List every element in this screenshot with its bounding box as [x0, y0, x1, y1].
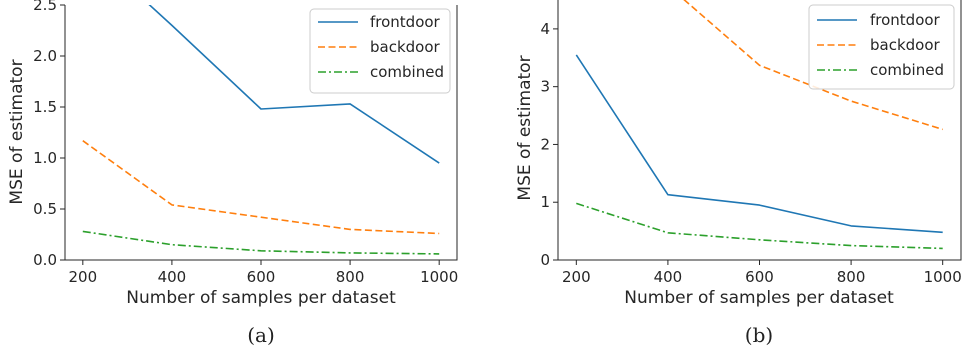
x-tick-label: 200: [562, 268, 591, 286]
x-tick-label: 400: [654, 268, 683, 286]
series-line-backdoor: [82, 140, 440, 235]
series-line-frontdoor: [148, 5, 440, 164]
legend: frontdoor backdoor combined: [808, 4, 955, 90]
legend-label-frontdoor: frontdoor: [870, 11, 941, 29]
y-tick-label: 1.5: [33, 98, 57, 116]
x-axis-label: Number of samples per dataset: [126, 288, 396, 308]
legend-entries: frontdoor backdoor combined: [318, 13, 444, 81]
x-axis-label: Number of samples per dataset: [624, 288, 894, 308]
y-tick-label: 1.0: [33, 149, 57, 167]
x-tick-label: 1000: [420, 268, 458, 286]
y-tick-label: 0.0: [33, 251, 57, 269]
x-tick-label: 400: [158, 268, 187, 286]
legend-label-backdoor: backdoor: [370, 38, 441, 56]
y-tick-label: 0: [540, 251, 550, 269]
y-axis-label: MSE of estimator: [515, 55, 535, 200]
y-tick-label: 4: [540, 20, 550, 38]
x-axis-ticks: 200 400 600 800 1000: [68, 260, 458, 286]
x-tick-label: 600: [247, 268, 276, 286]
y-tick-label: 1: [540, 193, 550, 211]
y-tick-label: 3: [540, 78, 550, 96]
series-line-combined: [82, 230, 440, 255]
x-tick-label: 200: [68, 268, 97, 286]
chart-panel-a: 0.0 0.5 1.0 1.5 2.0 2.5 200 400 600 800 1000 MSE …: [7, 0, 458, 347]
series-line-combined: [576, 202, 943, 250]
caption-b: (b): [745, 323, 773, 347]
legend-entries: frontdoor backdoor combined: [817, 11, 944, 79]
legend-label-frontdoor: frontdoor: [370, 13, 441, 31]
x-axis-ticks: 200 400 600 800 1000: [562, 260, 962, 286]
y-tick-label: 2.5: [33, 0, 57, 14]
x-tick-label: 800: [837, 268, 866, 286]
legend: frontdoor backdoor combined: [309, 8, 451, 94]
legend-label-backdoor: backdoor: [870, 36, 941, 54]
y-axis-ticks: 0.0 0.5 1.0 1.5 2.0 2.5: [33, 0, 65, 269]
series-lines: [82, 5, 440, 255]
x-tick-label: 600: [745, 268, 774, 286]
legend-label-combined: combined: [370, 63, 444, 81]
legend-box: [808, 4, 955, 90]
series-line-backdoor: [683, 0, 943, 131]
axes-frame: [557, 0, 962, 261]
y-tick-label: 2: [540, 135, 550, 153]
x-tick-label: 800: [336, 268, 365, 286]
axes-frame: [64, 5, 458, 261]
caption-a: (a): [247, 323, 275, 347]
x-tick-label: 1000: [924, 268, 962, 286]
series-line-frontdoor: [575, 54, 943, 234]
y-tick-label: 0.5: [33, 200, 57, 218]
legend-label-combined: combined: [870, 61, 944, 79]
y-axis-label: MSE of estimator: [7, 59, 27, 204]
y-tick-label: 2.0: [33, 47, 57, 65]
series-lines: [575, 0, 943, 250]
y-axis-ticks: 0 1 2 3 4: [540, 20, 558, 269]
